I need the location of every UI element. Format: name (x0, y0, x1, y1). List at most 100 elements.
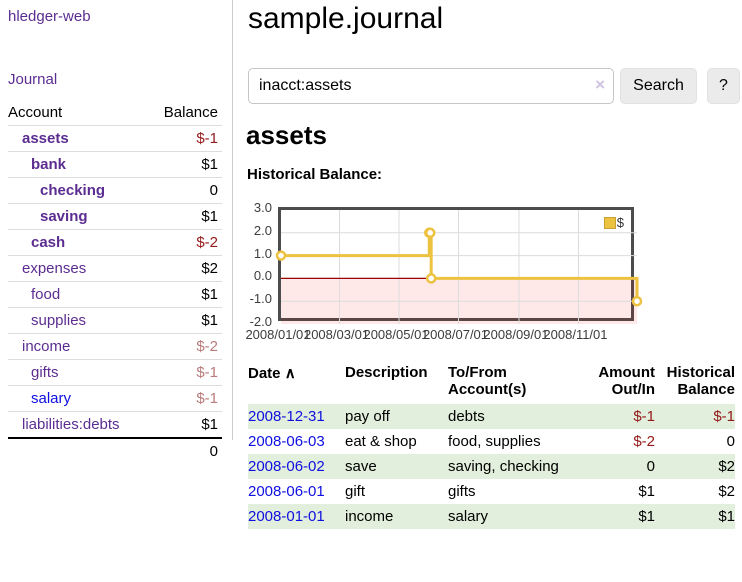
clear-search-icon[interactable]: × (595, 75, 605, 94)
account-heading: assets (246, 120, 327, 150)
register-header-row: Date ∧ Description To/From Account(s) Am… (248, 362, 735, 404)
table-row: cash $-2 (8, 229, 222, 256)
account-balance: $-2 (150, 229, 222, 256)
table-row: assets $-1 (8, 125, 222, 152)
account-link-cash[interactable]: cash (31, 234, 66, 251)
y-tick-label: 2.0 (253, 222, 272, 238)
transaction-balance: $1 (655, 504, 735, 529)
account-link-income[interactable]: income (22, 338, 71, 355)
page-title: sample.journal (248, 2, 444, 35)
y-tick-label: 0.0 (253, 268, 272, 284)
account-link-salary[interactable]: salary (31, 390, 72, 407)
balance-column-header: Balance (163, 104, 218, 121)
table-row: liabilities:debts $1 (8, 411, 222, 438)
x-tick-label: 2008/07/01 (422, 327, 489, 342)
transaction-balance: $-1 (655, 404, 735, 429)
search-input[interactable] (248, 68, 614, 104)
table-row: food $1 (8, 281, 222, 308)
transaction-date-link[interactable]: 2008-06-02 (248, 458, 325, 475)
x-tick-label: 2008/11/01 (543, 327, 608, 342)
transaction-amount: $-2 (633, 433, 655, 450)
account-balance: $1 (150, 411, 222, 438)
table-row: 2008-06-02 save saving, checking 0 $2 (248, 454, 735, 479)
transaction-balance: $2 (655, 454, 735, 479)
sidebar-item-journal[interactable]: Journal (8, 71, 58, 88)
table-row: bank $1 (8, 151, 222, 178)
table-row: 2008-12-31 pay off debts $-1 $-1 (248, 404, 735, 429)
y-tick-label: -2.0 (249, 314, 272, 329)
x-tick-label: 2008/09/01 (483, 327, 549, 342)
x-tick-label: 2008/05/01 (363, 327, 429, 342)
transaction-balance: 0 (726, 433, 735, 450)
transaction-description: gift (345, 483, 366, 500)
accounts-total-value: 0 (150, 437, 222, 464)
x-tick-label: 2008/01/01 (245, 327, 311, 342)
balance-chart-svg (275, 210, 643, 324)
account-balance: 0 (150, 177, 222, 204)
account-balance: $-2 (150, 333, 222, 360)
transaction-description: eat & shop (345, 433, 417, 450)
table-row: 2008-06-01 gift gifts $1 $2 (248, 479, 735, 504)
account-balance: $-1 (150, 359, 222, 386)
account-balance: $1 (150, 151, 222, 178)
transaction-amount: 0 (568, 454, 655, 479)
account-balance: $1 (150, 281, 222, 308)
table-row: expenses $2 (8, 255, 222, 282)
transaction-date-link[interactable]: 2008-01-01 (248, 508, 325, 525)
account-balance: $2 (150, 255, 222, 282)
chart-legend: $ (601, 214, 626, 231)
transaction-description: income (345, 504, 448, 529)
table-row: 2008-01-01 income salary $1 $1 (248, 504, 735, 529)
transaction-amount: $1 (568, 504, 655, 529)
transaction-description: save (345, 454, 448, 479)
x-tick-label: 2008/03/01 (303, 327, 370, 342)
sidebar-divider (232, 0, 233, 440)
register-table: Date ∧ Description To/From Account(s) Am… (248, 362, 735, 529)
account-link-supplies[interactable]: supplies (31, 312, 87, 329)
transaction-accounts: salary (448, 504, 568, 529)
transaction-description: pay off (345, 404, 448, 429)
transaction-date-link[interactable]: 2008-06-03 (248, 433, 325, 450)
account-link-liabilities-debts[interactable]: liabilities:debts (22, 416, 120, 433)
transaction-accounts: gifts (448, 483, 476, 500)
account-column-header: To/From Account(s) (448, 364, 527, 398)
account-balance-table: Account Balance assets $-1 bank $1 check… (8, 100, 222, 464)
amount-column-header: Amount Out/In (598, 364, 655, 398)
table-row: checking 0 (8, 177, 222, 204)
description-column-header: Description (345, 364, 428, 381)
account-link-gifts[interactable]: gifts (31, 364, 59, 381)
table-row: salary $-1 (8, 385, 222, 412)
account-balance: $1 (150, 203, 222, 230)
account-table-header: Account Balance (8, 100, 222, 126)
account-link-checking[interactable]: checking (40, 182, 106, 199)
chart-plot-area: $ (275, 207, 643, 324)
balance-column-header: Historical Balance (666, 364, 735, 398)
transaction-amount: $-1 (568, 404, 655, 429)
app-title-link[interactable]: hledger-web (8, 8, 91, 25)
legend-swatch-icon (603, 216, 616, 229)
date-column-header[interactable]: Date ∧ (248, 365, 296, 382)
transaction-amount: $1 (638, 483, 655, 500)
search-button[interactable]: Search (620, 68, 697, 104)
account-link-assets[interactable]: assets (22, 130, 69, 147)
transaction-accounts: saving, checking (448, 454, 568, 479)
transaction-date-link[interactable]: 2008-12-31 (248, 408, 325, 425)
transaction-accounts: food, supplies (448, 433, 541, 450)
y-tick-label: 1.0 (253, 245, 272, 261)
table-row: 2008-06-03 eat & shop food, supplies $-2… (248, 429, 735, 454)
legend-label: $ (616, 215, 624, 230)
table-row: gifts $-1 (8, 359, 222, 386)
sort-ascending-icon: ∧ (284, 365, 296, 382)
account-link-expenses[interactable]: expenses (22, 260, 87, 277)
account-link-food[interactable]: food (31, 286, 61, 303)
account-balance: $-1 (150, 125, 222, 152)
historical-balance-chart: $ 3.0 2.0 1.0 0.0 -1.0 -2.0 2008/01/01 2008/03/… (240, 200, 710, 350)
account-link-saving[interactable]: saving (40, 208, 88, 225)
account-balance: $1 (150, 307, 222, 334)
account-link-bank[interactable]: bank (31, 156, 67, 173)
transaction-balance: $2 (718, 483, 735, 500)
transaction-date-link[interactable]: 2008-06-01 (248, 483, 325, 500)
help-button[interactable]: ? (707, 68, 740, 104)
y-tick-label: 3.0 (253, 200, 272, 215)
chart-title: Historical Balance: (247, 166, 383, 183)
